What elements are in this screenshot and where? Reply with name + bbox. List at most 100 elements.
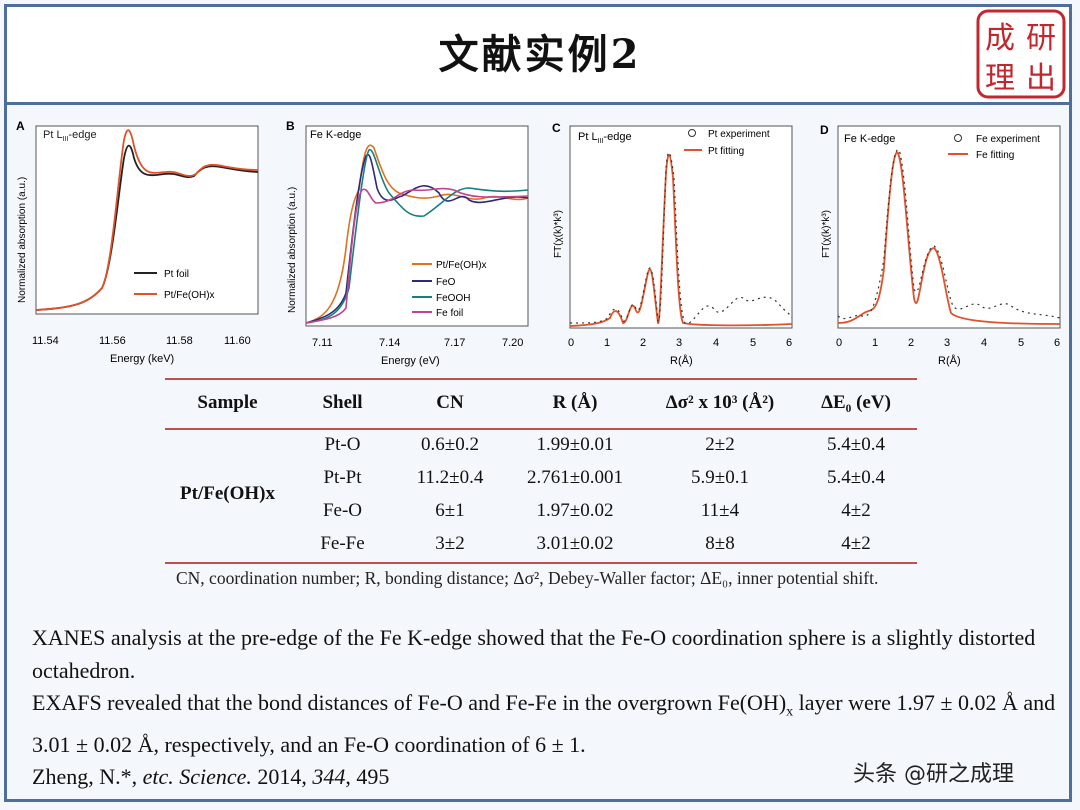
legend-item: Pt/Fe(OH)x [436, 260, 487, 271]
legend-item: FeOOH [436, 293, 470, 304]
series-fe-experiment [837, 149, 1061, 320]
series-fe-fitting [837, 151, 1061, 325]
x-tick: 11.58 [166, 335, 193, 347]
table-cell: 11.2±0.4 [416, 466, 484, 488]
watermark: 头条 @研之成理 [853, 762, 1014, 787]
panel-letter: A [16, 119, 25, 133]
col-header: CN [436, 392, 464, 413]
sample-cell: Pt/Fe(OH)x [180, 483, 275, 504]
panel-edge-label: Fe K-edge [844, 133, 895, 145]
x-tick: 4 [713, 337, 719, 349]
table-header-rule [165, 428, 917, 430]
series-pt-fitting [569, 153, 793, 327]
table-caption: CN, coordination number; R, bonding dist… [176, 568, 879, 588]
x-tick: 2 [640, 337, 646, 349]
table-row: Fe-Fe 3±2 3.01±0.02 8±8 4±2 [165, 527, 917, 560]
panel-c: C Pt LIII-edge Pt experiment Pt fitting … [548, 118, 798, 368]
legend-item: Fe foil [436, 308, 463, 319]
paragraph-xanes: XANES analysis at the pre-edge of the Fe… [32, 625, 1036, 683]
panel-edge-label: Pt LIII-edge [43, 129, 97, 143]
x-tick: 1 [604, 337, 610, 349]
legend-item: Pt fitting [708, 146, 744, 157]
x-tick: 4 [981, 337, 987, 349]
table-cell: 0.6±0.2 [421, 433, 479, 455]
table-cell: Fe-Fe [320, 532, 365, 554]
series-pt-feoh [35, 129, 259, 311]
series-pt-feoh [305, 144, 529, 324]
table-cell: 4±2 [841, 532, 871, 554]
title-bar [7, 7, 1069, 105]
x-axis-label: R(Å) [938, 354, 961, 367]
table-cell: 2.761±0.001 [527, 466, 623, 488]
svg-text:研: 研 [1026, 21, 1056, 56]
y-axis-label: Normalized absorption (a.u.) [17, 177, 28, 303]
legend-item: Fe fitting [976, 150, 1014, 161]
panel-d: D Fe K-edge Fe experiment Fe fitting 0 1… [816, 118, 1068, 368]
x-tick: 7.14 [379, 337, 400, 349]
svg-text:成: 成 [985, 21, 1015, 56]
legend-item: Pt foil [164, 269, 189, 280]
slide-frame [4, 4, 1072, 802]
legend-item: Pt experiment [708, 129, 770, 140]
x-tick: 0 [568, 337, 574, 349]
svg-text:理: 理 [985, 61, 1015, 96]
seal-logo: 成 研 理 出 [976, 9, 1066, 99]
panel-letter: D [820, 123, 829, 137]
x-axis-label: Energy (keV) [110, 353, 174, 365]
col-header: Sample [197, 392, 258, 413]
table-cell: 2±2 [705, 433, 735, 455]
table-cell: 4±2 [841, 499, 871, 521]
paragraph-exafs: EXAFS revealed that the bond distances o… [32, 690, 1056, 757]
table-cell: Fe-O [322, 499, 363, 521]
x-tick: 7.17 [444, 337, 465, 349]
exafs-table: Sample Shell CN R (Å) Δσ² x 10³ (Å²) ΔE₀… [165, 378, 917, 564]
citation: Zheng, N.*, etc. Science. 2014, 344, 495 [32, 764, 390, 789]
table-row: Pt-Pt 11.2±0.4 2.761±0.001 5.9±0.1 5.4±0… [165, 461, 917, 494]
x-tick: 7.11 [312, 337, 333, 349]
x-tick: 2 [908, 337, 914, 349]
table-header-row: Sample Shell CN R (Å) Δσ² x 10³ (Å²) ΔE₀… [165, 378, 917, 428]
x-tick: 11.56 [99, 335, 126, 347]
table-row: Pt/Fe(OH)x Pt-O 0.6±0.2 1.99±0.01 2±2 5.… [165, 428, 917, 505]
table-cell: 5.9±0.1 [691, 466, 749, 488]
col-header: Δσ² x 10³ (Å²) [665, 392, 775, 413]
col-header: R (Å) [552, 392, 598, 413]
x-tick: 6 [1054, 337, 1060, 349]
svg-text:出: 出 [1026, 61, 1056, 96]
y-axis-label: FT(χ(k)*k³) [821, 210, 832, 258]
x-tick: 7.20 [502, 337, 523, 349]
table-row: Fe-O 6±1 1.97±0.02 11±4 4±2 [165, 494, 917, 527]
body-text: XANES analysis at the pre-edge of the Fe… [32, 622, 1062, 761]
x-tick: 0 [836, 337, 842, 349]
table-top-rule [165, 378, 917, 380]
x-tick: 5 [750, 337, 756, 349]
col-header: ΔE₀ (eV) [821, 392, 891, 413]
col-header: Shell [322, 392, 363, 413]
x-tick: 6 [786, 337, 792, 349]
x-tick: 1 [872, 337, 878, 349]
panel-letter: C [552, 121, 561, 135]
table-cell: 11±4 [700, 499, 740, 521]
x-axis-label: Energy (eV) [381, 355, 440, 367]
panel-edge-label: Pt LIII-edge [578, 131, 632, 145]
x-tick: 3 [676, 337, 682, 349]
table-cell: 1.97±0.02 [536, 499, 614, 521]
table-cell: 3±2 [435, 532, 465, 554]
panel-a: A Pt LIII-edge Pt foil Pt/Fe(OH)x 11.54 … [14, 118, 264, 368]
series-fe-foil [305, 187, 529, 324]
legend-item: FeO [436, 277, 456, 288]
table-cell: 5.4±0.4 [827, 433, 885, 455]
x-axis-label: R(Å) [670, 354, 693, 367]
series-feo [305, 153, 529, 324]
table-cell: 8±8 [705, 532, 735, 554]
panel-letter: B [286, 119, 295, 133]
table-cell: 3.01±0.02 [536, 532, 614, 554]
table-cell: Pt-O [324, 433, 361, 455]
panel-b: B Fe K-edge Pt/Fe(OH)x FeO FeOOH Fe foil… [284, 118, 534, 368]
legend-item: Fe experiment [976, 134, 1040, 145]
table-cell: 5.4±0.4 [827, 466, 885, 488]
series-feooh [305, 149, 529, 324]
x-tick: 11.54 [32, 335, 59, 347]
table-cell: 1.99±0.01 [536, 433, 614, 455]
slide-title: 文献实例2 [438, 31, 642, 78]
